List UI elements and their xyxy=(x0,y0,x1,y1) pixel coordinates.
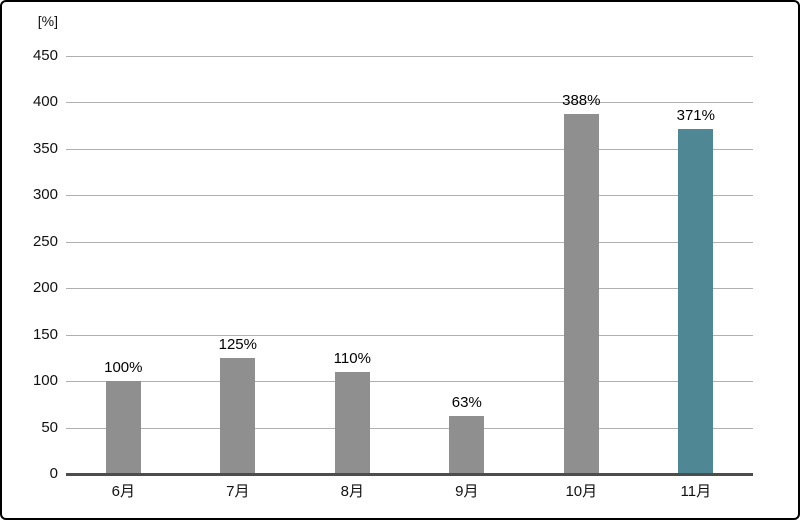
bar xyxy=(563,113,599,474)
y-tick-label: 450 xyxy=(32,47,58,64)
bar-value-label: 388% xyxy=(562,91,601,109)
y-tick-label: 150 xyxy=(32,325,58,343)
bar-value-label: 63% xyxy=(451,393,482,411)
gridline xyxy=(66,241,753,243)
category-label: 11月 xyxy=(680,483,712,500)
y-tick-label: 200 xyxy=(32,279,58,297)
category-label: 10月 xyxy=(565,483,598,500)
y-tick-label: 100 xyxy=(32,372,58,390)
bar-value-label: 371% xyxy=(676,107,715,125)
bar xyxy=(334,371,370,474)
gridline xyxy=(66,56,753,57)
gridline xyxy=(66,195,753,197)
bar-value-label: 125% xyxy=(218,335,257,353)
category-label: 6月 xyxy=(111,483,135,500)
y-tick-label: 0 xyxy=(49,465,58,482)
category-label: 7月 xyxy=(226,483,250,500)
bar-value-label: 110% xyxy=(333,349,371,367)
y-tick-label: 250 xyxy=(32,232,58,250)
y-tick-label: 400 xyxy=(32,93,58,111)
gridline xyxy=(66,427,753,429)
x-axis-line xyxy=(66,473,753,476)
category-label: 9月 xyxy=(455,483,479,500)
bar xyxy=(105,381,141,474)
gridline xyxy=(66,381,753,383)
bar xyxy=(449,415,485,474)
bar xyxy=(678,129,714,474)
y-tick-label: 300 xyxy=(32,186,58,204)
gridline xyxy=(66,148,753,150)
y-axis-unit-label: [%] xyxy=(37,13,58,29)
gridline xyxy=(66,102,753,104)
y-tick-label: 50 xyxy=(41,418,58,436)
gridline xyxy=(66,334,753,336)
category-label: 8月 xyxy=(340,483,364,500)
bar xyxy=(220,357,256,474)
bar-value-label: 100% xyxy=(104,359,143,377)
gridline xyxy=(66,288,753,290)
y-tick-label: 350 xyxy=(32,139,58,157)
